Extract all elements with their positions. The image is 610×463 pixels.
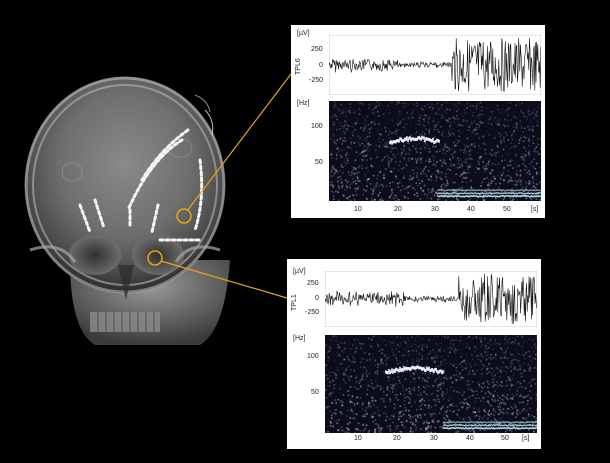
- time-tick-label: 10: [354, 435, 362, 442]
- time-tick-label: 50: [503, 206, 511, 213]
- time-tick-label: 20: [394, 206, 402, 213]
- time-tick-label: 40: [466, 435, 474, 442]
- annotation-circle-tpl6: [176, 208, 192, 224]
- frequency-tick-label: 100: [311, 123, 323, 130]
- time-unit-label: [s]: [522, 435, 530, 442]
- annotation-circle-tpl1: [147, 250, 163, 266]
- eeg-tick-label: -250: [305, 309, 320, 316]
- eeg-trace-tpl6: [329, 35, 541, 95]
- time-tick-label: 40: [467, 206, 475, 213]
- time-tick-label: 50: [501, 435, 509, 442]
- time-unit-label: [s]: [531, 206, 539, 213]
- spectrogram-tpl6: [329, 101, 541, 201]
- time-tick-label: 20: [393, 435, 401, 442]
- eeg-tick-label: 250: [311, 46, 323, 53]
- eeg-trace-tpl1: [325, 271, 537, 327]
- leader-line-tpl1: [160, 260, 288, 299]
- time-tick-label: 30: [431, 206, 439, 213]
- frequency-tick-label: 100: [307, 353, 319, 360]
- channel-label: TPL6: [295, 58, 302, 75]
- spectrogram-unit-label: [Hz]: [297, 100, 310, 107]
- eeg-tick-label: 0: [315, 295, 319, 302]
- channel-label: TPL1: [291, 294, 298, 311]
- recording-panel-tpl6: [µV] TPL6 250 0 -250 [Hz] 100 50 10 20 3…: [291, 25, 545, 218]
- recording-panel-tpl1: [µV] TPL1 250 0 -250 [Hz] 100 50 10 20 3…: [287, 259, 541, 449]
- time-tick-label: 10: [354, 206, 362, 213]
- eeg-unit-label: [µV]: [293, 268, 306, 275]
- eeg-tick-label: 0: [319, 62, 323, 69]
- eeg-unit-label: [µV]: [297, 30, 310, 37]
- leader-line-tpl6: [186, 73, 292, 212]
- eeg-tick-label: 250: [307, 280, 319, 287]
- eeg-tick-label: -250: [309, 77, 324, 84]
- frequency-tick-label: 50: [315, 159, 323, 166]
- electrode-trajectories: [78, 128, 204, 242]
- frequency-tick-label: 50: [311, 389, 319, 396]
- spectrogram-unit-label: [Hz]: [293, 335, 306, 342]
- spectrogram-tpl1: [325, 335, 537, 433]
- time-tick-label: 30: [430, 435, 438, 442]
